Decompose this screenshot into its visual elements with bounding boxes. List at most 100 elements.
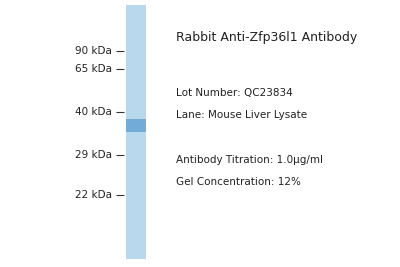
Bar bbox=[126, 215, 146, 216]
Bar bbox=[126, 166, 146, 168]
Bar bbox=[126, 90, 146, 92]
Bar bbox=[126, 208, 146, 210]
Bar bbox=[126, 174, 146, 175]
Bar bbox=[126, 244, 146, 245]
Bar bbox=[126, 40, 146, 41]
Bar bbox=[126, 185, 146, 187]
Bar bbox=[126, 199, 146, 201]
Bar bbox=[126, 225, 146, 226]
Bar bbox=[126, 126, 146, 127]
Bar bbox=[126, 130, 146, 131]
Bar bbox=[126, 168, 146, 169]
Bar bbox=[126, 226, 146, 227]
Bar bbox=[126, 146, 146, 147]
Bar bbox=[126, 218, 146, 220]
Bar bbox=[126, 246, 146, 248]
Bar bbox=[126, 165, 146, 166]
Text: 40 kDa: 40 kDa bbox=[75, 107, 112, 117]
Bar bbox=[126, 137, 146, 139]
Bar bbox=[126, 202, 146, 203]
Bar bbox=[126, 156, 146, 158]
Bar bbox=[126, 14, 146, 15]
Bar bbox=[126, 112, 146, 113]
Bar bbox=[126, 87, 146, 88]
Bar bbox=[126, 33, 146, 34]
Bar bbox=[126, 122, 146, 123]
Bar bbox=[126, 197, 146, 198]
Bar bbox=[126, 201, 146, 202]
Bar bbox=[126, 241, 146, 242]
Bar bbox=[126, 42, 146, 43]
Bar bbox=[126, 58, 146, 60]
Bar bbox=[126, 80, 146, 81]
Bar bbox=[126, 93, 146, 94]
Bar bbox=[126, 155, 146, 156]
Bar bbox=[126, 121, 146, 122]
Bar bbox=[126, 250, 146, 252]
Bar bbox=[126, 192, 146, 193]
Bar bbox=[126, 75, 146, 76]
Bar bbox=[126, 132, 146, 134]
Bar bbox=[126, 111, 146, 112]
Bar bbox=[126, 119, 146, 132]
Bar bbox=[126, 231, 146, 232]
Bar bbox=[126, 175, 146, 176]
Bar bbox=[126, 171, 146, 173]
Bar bbox=[126, 235, 146, 236]
Bar bbox=[126, 103, 146, 104]
Bar bbox=[126, 164, 146, 165]
Bar bbox=[126, 66, 146, 68]
Bar bbox=[126, 188, 146, 189]
Bar bbox=[126, 230, 146, 231]
Bar bbox=[126, 216, 146, 217]
Bar bbox=[126, 26, 146, 27]
Text: Lot Number: QC23834: Lot Number: QC23834 bbox=[176, 88, 293, 99]
Bar bbox=[126, 74, 146, 75]
Bar bbox=[126, 248, 146, 249]
Bar bbox=[126, 147, 146, 149]
Bar bbox=[126, 55, 146, 56]
Bar bbox=[126, 107, 146, 108]
Bar bbox=[126, 41, 146, 42]
Bar bbox=[126, 131, 146, 132]
Bar bbox=[126, 60, 146, 61]
Bar bbox=[126, 136, 146, 137]
Bar bbox=[126, 94, 146, 95]
Bar bbox=[126, 144, 146, 145]
Bar bbox=[126, 203, 146, 205]
Bar bbox=[126, 32, 146, 33]
Bar bbox=[126, 118, 146, 120]
Bar bbox=[126, 179, 146, 180]
Bar bbox=[126, 135, 146, 136]
Bar bbox=[126, 109, 146, 111]
Bar bbox=[126, 240, 146, 241]
Bar bbox=[126, 151, 146, 152]
Bar bbox=[126, 92, 146, 93]
Bar bbox=[126, 27, 146, 28]
Bar bbox=[126, 47, 146, 49]
Bar bbox=[126, 124, 146, 126]
Bar bbox=[126, 76, 146, 78]
Bar bbox=[126, 44, 146, 45]
Bar bbox=[126, 150, 146, 151]
Bar bbox=[126, 123, 146, 124]
Bar bbox=[126, 249, 146, 250]
Bar bbox=[126, 78, 146, 79]
Bar bbox=[126, 19, 146, 21]
Bar bbox=[126, 139, 146, 140]
Bar bbox=[126, 53, 146, 55]
Bar bbox=[126, 36, 146, 37]
Bar bbox=[126, 252, 146, 253]
Bar bbox=[126, 50, 146, 51]
Bar bbox=[126, 178, 146, 179]
Bar bbox=[126, 81, 146, 83]
Bar bbox=[126, 61, 146, 62]
Bar bbox=[126, 9, 146, 10]
Bar bbox=[126, 71, 146, 73]
Bar bbox=[126, 140, 146, 141]
Bar bbox=[126, 161, 146, 163]
Bar bbox=[126, 108, 146, 109]
Bar bbox=[126, 184, 146, 185]
Bar bbox=[126, 7, 146, 8]
Bar bbox=[126, 83, 146, 84]
